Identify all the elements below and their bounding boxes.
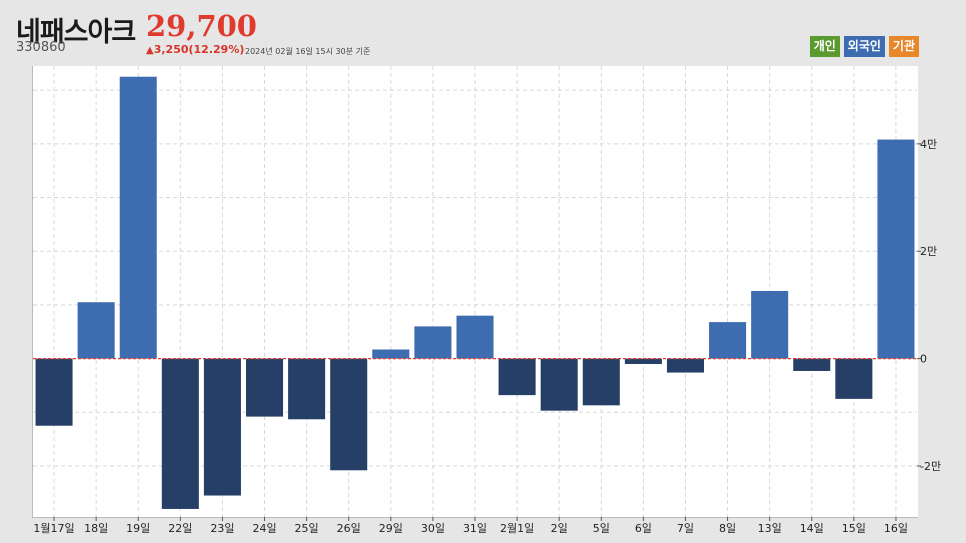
x-tick-label: 25일 (295, 521, 319, 535)
x-tick-label: 6일 (635, 521, 652, 535)
legend-individual[interactable]: 개인 (809, 36, 840, 57)
bar (288, 358, 326, 420)
bar (161, 358, 199, 509)
price-change: ▲3,250(12.29%) (146, 43, 244, 56)
x-tick-label: 2일 (551, 521, 568, 535)
x-tick-label: 26일 (337, 521, 361, 535)
x-tick-label: 1월17일 (33, 521, 74, 535)
x-tick-label: 18일 (84, 521, 108, 535)
bar (119, 76, 157, 359)
x-tick-label: 24일 (252, 521, 276, 535)
x-tick-label: 16일 (884, 521, 908, 535)
x-tick-label: 7일 (677, 521, 694, 535)
bar (582, 358, 620, 406)
bar (709, 322, 747, 359)
x-tick-label: 2월1일 (500, 521, 534, 535)
x-tick-label: 30일 (421, 521, 445, 535)
x-tick-label: 19일 (126, 521, 150, 535)
y-tick-label: 4만 (920, 138, 937, 151)
bar (751, 290, 789, 359)
stock-code: 330860 (16, 40, 66, 55)
bar (666, 358, 704, 373)
bar (372, 349, 410, 359)
x-tick-label: 15일 (842, 521, 866, 535)
bar (540, 358, 578, 411)
x-tick-label: 29일 (379, 521, 403, 535)
legend-institution[interactable]: 기관 (888, 36, 919, 57)
x-tick-label: 13일 (758, 521, 782, 535)
x-tick-label: 8일 (719, 521, 736, 535)
bar (203, 358, 241, 496)
stock-price: 29,700 (146, 9, 257, 43)
bar (793, 358, 831, 371)
x-tick-label: 14일 (800, 521, 824, 535)
bar (246, 358, 284, 417)
bar (330, 358, 368, 471)
bar (835, 358, 873, 399)
up-arrow-icon: ▲ (146, 45, 154, 56)
bar (77, 302, 115, 359)
bar (877, 139, 915, 359)
x-tick-label: 22일 (168, 521, 192, 535)
legend: 개인 외국인 기관 (809, 36, 919, 57)
bar (624, 358, 662, 364)
bar (498, 358, 536, 396)
timestamp: 2024년 02월 16일 15시 30분 기준 (245, 47, 371, 56)
price-change-value: 3,250(12.29%) (153, 43, 245, 56)
x-tick-label: 5일 (593, 521, 610, 535)
y-tick-label: 2만 (920, 245, 937, 258)
y-tick-label: -2만 (920, 460, 941, 473)
bar (456, 315, 494, 359)
stock-name: 네패스아크 (16, 17, 136, 48)
bar (35, 358, 73, 426)
header: 네패스아크 330860 29,700 ▲3,250(12.29%) 2024년… (0, 0, 966, 66)
y-tick-label: 0 (920, 353, 927, 366)
bar (414, 326, 452, 359)
x-tick-label: 31일 (463, 521, 487, 535)
legend-foreign[interactable]: 외국인 (843, 36, 885, 57)
x-tick-label: 23일 (210, 521, 234, 535)
